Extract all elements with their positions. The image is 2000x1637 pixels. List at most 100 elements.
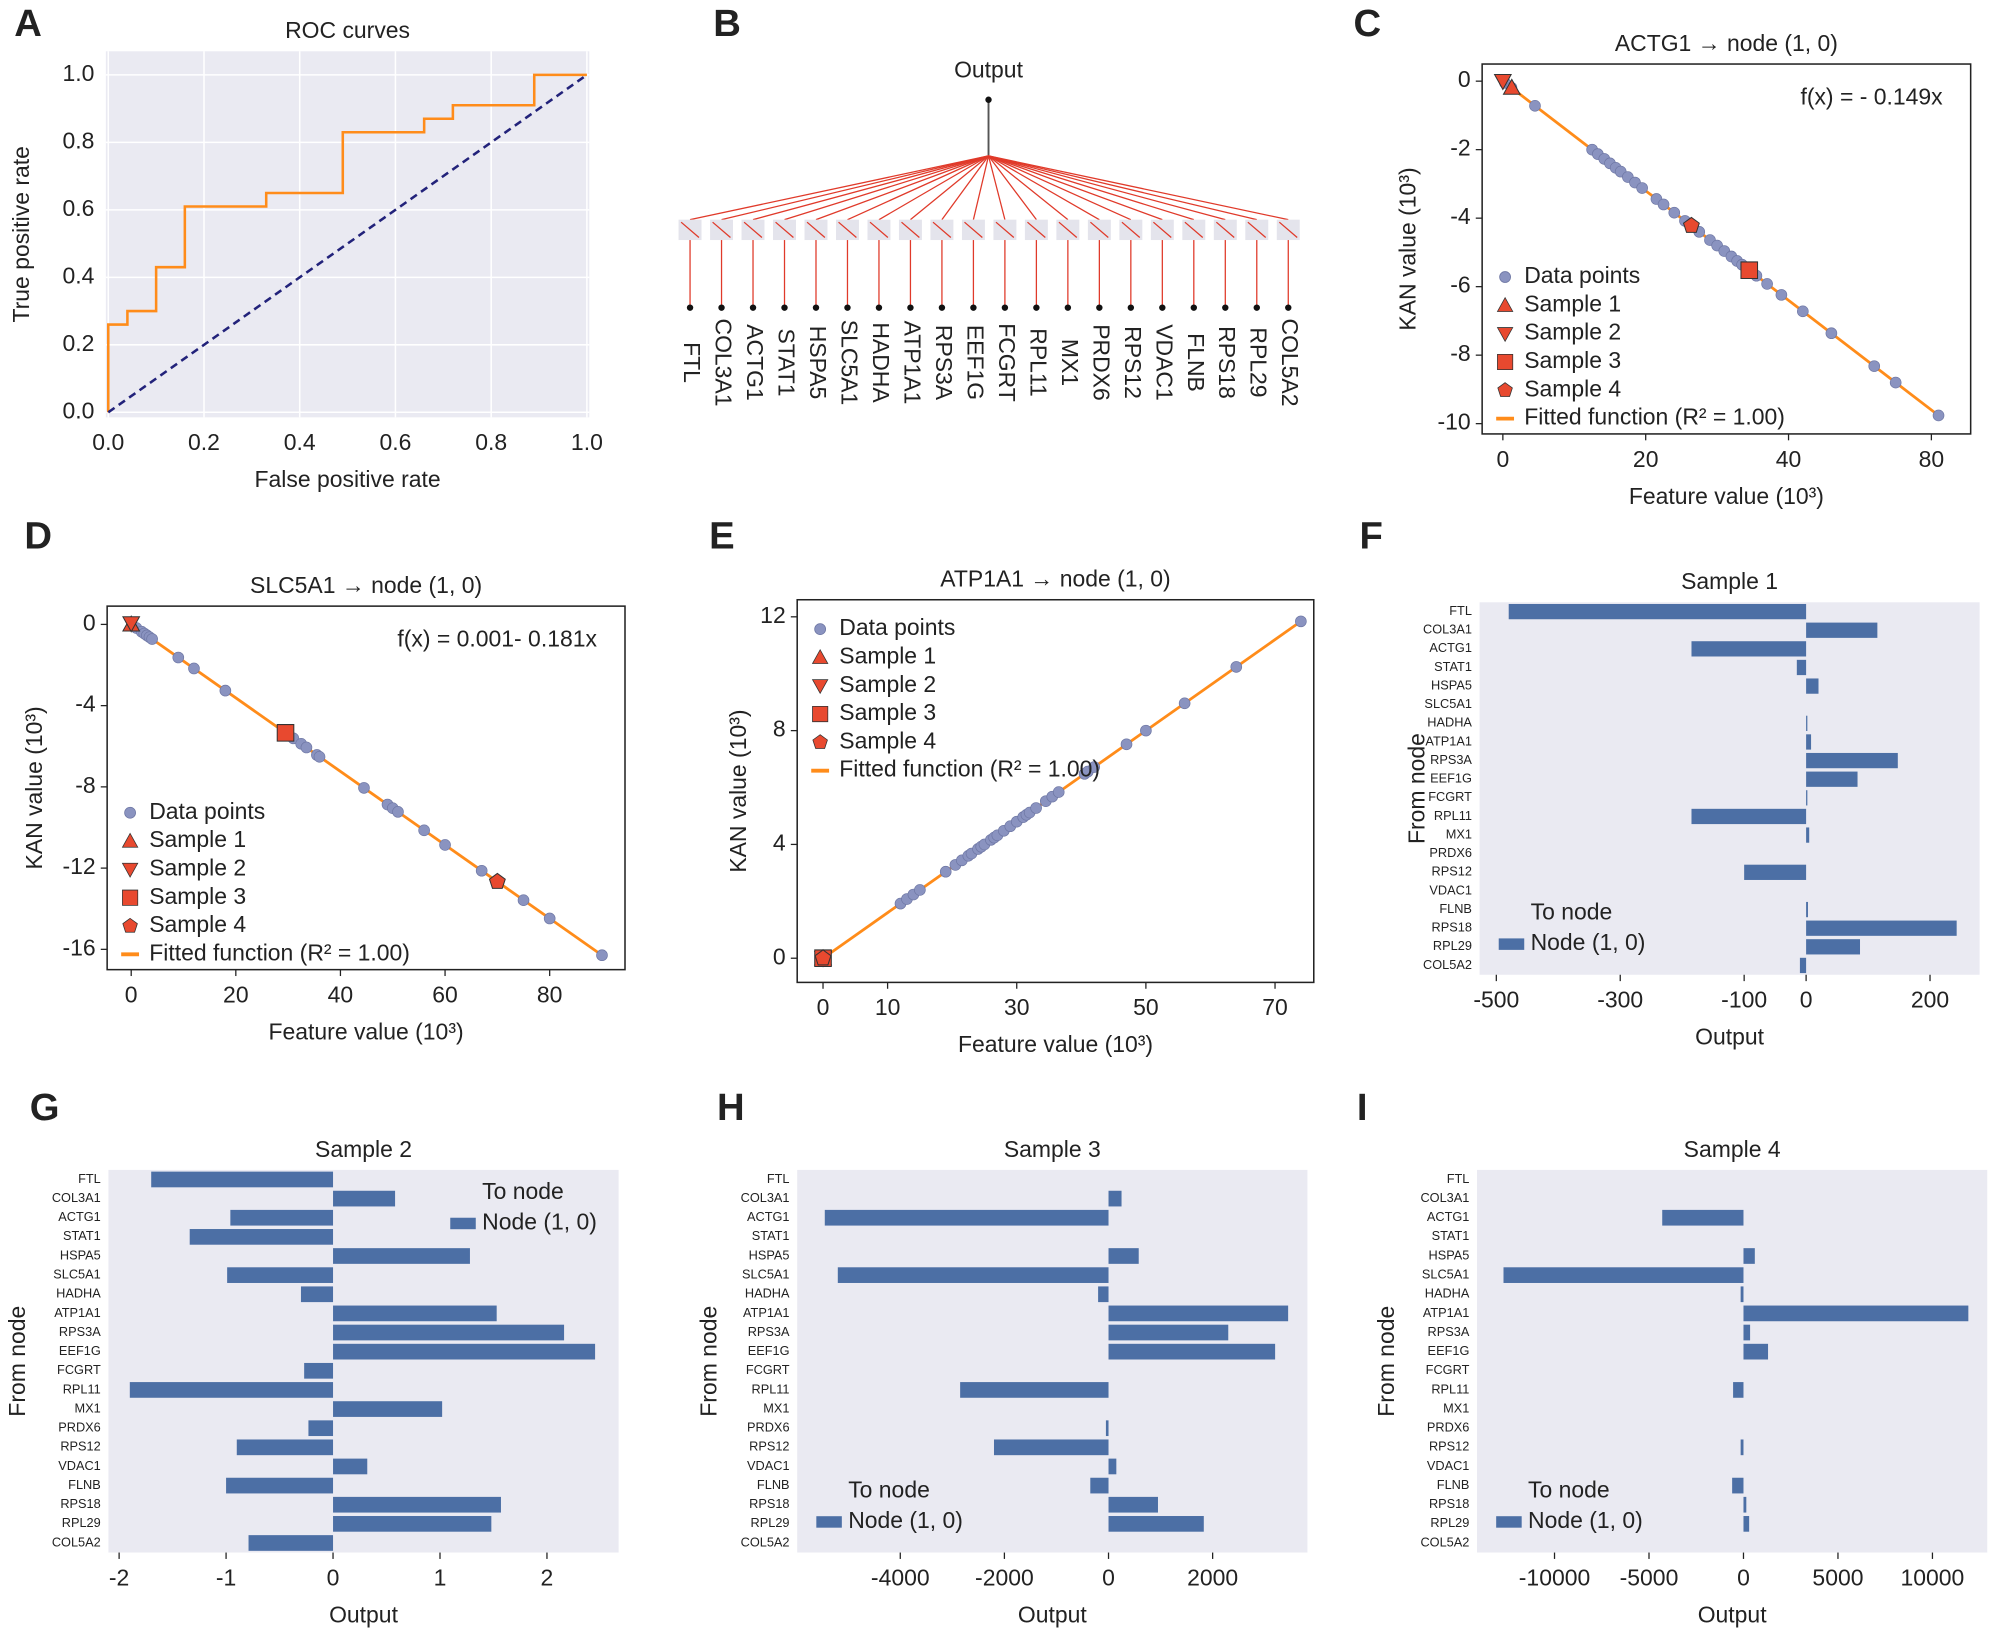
category-label: RPS3A xyxy=(59,1324,101,1339)
activation-curve xyxy=(838,221,857,238)
input-node xyxy=(718,304,725,311)
bar xyxy=(333,1190,396,1207)
input-label: RPL29 xyxy=(1246,327,1272,397)
category-label: COL3A1 xyxy=(741,1190,790,1205)
point xyxy=(1140,724,1152,737)
category-label: COL5A2 xyxy=(741,1534,790,1549)
category-label: RPS18 xyxy=(1429,1496,1469,1511)
legend-swatch xyxy=(1498,938,1525,950)
category-label: RPS18 xyxy=(60,1496,100,1511)
input-label: STAT1 xyxy=(773,329,799,397)
legend-label: Data points xyxy=(1524,262,1640,288)
x-tick-label: 30 xyxy=(1004,994,1030,1020)
bar xyxy=(1806,734,1812,750)
category-label: ACTG1 xyxy=(58,1209,101,1224)
input-node xyxy=(686,304,694,311)
bar xyxy=(1806,827,1810,843)
x-axis-label: Feature value (10³) xyxy=(958,1031,1153,1057)
input-label: FTL xyxy=(679,342,705,383)
x-tick-label: 50 xyxy=(1133,994,1159,1020)
bar xyxy=(1503,1267,1744,1283)
legend-label: Data points xyxy=(149,798,265,824)
edge xyxy=(988,155,1100,221)
bar xyxy=(1806,715,1808,731)
category-label: PRDX6 xyxy=(58,1420,101,1435)
input-label: COL3A1 xyxy=(710,319,736,407)
point xyxy=(1775,289,1788,301)
category-label: COL5A2 xyxy=(1420,1534,1469,1549)
activation-curve xyxy=(1090,221,1109,238)
x-tick-label: 0 xyxy=(327,1564,340,1590)
input-node xyxy=(812,304,820,311)
activation-curve xyxy=(869,221,889,238)
category-label: SLC5A1 xyxy=(742,1267,790,1282)
point xyxy=(1868,360,1881,372)
category-label: ATP1A1 xyxy=(1425,733,1472,748)
input-node xyxy=(1222,304,1229,311)
legend-swatch xyxy=(121,862,139,878)
category-label: HSPA5 xyxy=(749,1247,790,1262)
x-tick-label: 10000 xyxy=(1901,1564,1965,1590)
input-label: COL5A2 xyxy=(1277,319,1303,407)
bar xyxy=(1744,864,1807,880)
category-label: FCGRT xyxy=(746,1362,790,1377)
panel: C ACTG1 → node (1, 0) Feature value (10³) K… xyxy=(1354,2,1972,509)
bar xyxy=(333,1401,443,1417)
bar xyxy=(1508,603,1807,620)
category-label: RPL11 xyxy=(1434,808,1472,823)
x-tick-label: 2000 xyxy=(1187,1564,1238,1590)
input-label: HADHA xyxy=(868,322,894,403)
point xyxy=(1529,100,1541,112)
category-label: STAT1 xyxy=(1432,1228,1470,1243)
point xyxy=(488,872,506,889)
category-label: FTL xyxy=(78,1171,101,1186)
y-tick-label: 0 xyxy=(773,943,786,969)
category-label: ACTG1 xyxy=(747,1209,790,1224)
x-tick-label: -1 xyxy=(216,1564,236,1590)
y-tick-label: -16 xyxy=(63,934,96,960)
panel: E ATP1A1 → node (1, 0) Feature value (10³)… xyxy=(709,515,1315,1057)
output-label: Output xyxy=(954,57,1023,83)
edge xyxy=(721,155,989,221)
point xyxy=(1932,409,1945,422)
category-label: HADHA xyxy=(56,1286,101,1301)
bar xyxy=(333,1324,565,1341)
panel-letter: F xyxy=(1359,515,1382,558)
bar xyxy=(333,1305,497,1322)
input-label: ACTG1 xyxy=(742,324,768,400)
y-tick-label: 4 xyxy=(773,829,786,855)
bar xyxy=(1743,1496,1747,1513)
y-tick-label: 0.8 xyxy=(62,127,94,153)
input-node xyxy=(749,304,757,311)
legend-label: Sample 1 xyxy=(1524,290,1621,316)
plot-area xyxy=(797,1169,1308,1553)
legend-swatch xyxy=(121,832,139,848)
point xyxy=(1797,305,1809,318)
category-label: HSPA5 xyxy=(1431,677,1472,692)
category-label: VDAC1 xyxy=(58,1458,101,1473)
bar xyxy=(1108,1516,1204,1532)
bar xyxy=(248,1535,334,1551)
category-label: ATP1A1 xyxy=(54,1305,101,1320)
bar xyxy=(300,1286,334,1303)
input-node xyxy=(907,304,914,311)
line xyxy=(106,73,587,413)
point xyxy=(1088,761,1101,773)
legend-label: Sample 1 xyxy=(839,642,936,668)
point xyxy=(914,884,926,896)
point xyxy=(1052,786,1065,798)
legend-swatch xyxy=(122,917,138,933)
bar xyxy=(333,1516,492,1532)
category-label: ATP1A1 xyxy=(743,1305,790,1320)
input-label: VDAC1 xyxy=(1151,324,1177,401)
category-label: HADHA xyxy=(745,1286,790,1301)
bar xyxy=(824,1209,1109,1226)
category-label: RPL11 xyxy=(751,1381,789,1396)
legend-swatch xyxy=(814,623,827,635)
y-tick-label: -6 xyxy=(1450,272,1470,298)
activation-curve xyxy=(743,221,763,238)
bar xyxy=(1806,752,1898,769)
y-axis-label: From node xyxy=(1373,1306,1399,1417)
category-label: COL3A1 xyxy=(1423,622,1472,637)
